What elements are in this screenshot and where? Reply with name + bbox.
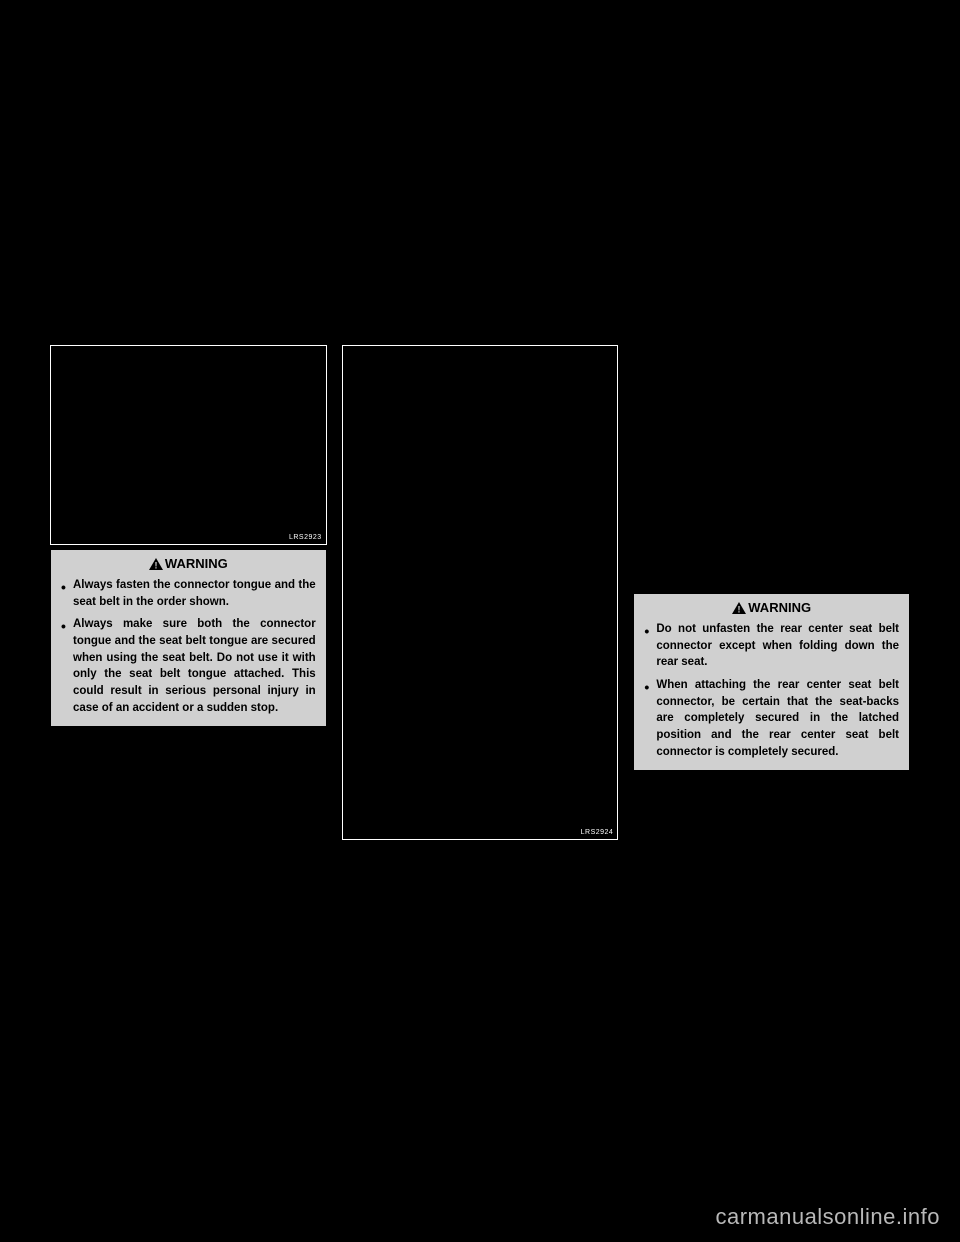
- warning-list-1: Always fasten the connector tongue and t…: [61, 577, 316, 716]
- column-3: ! WARNING Do not unfasten the rear cente…: [633, 345, 910, 844]
- warning-box-1: ! WARNING Always fasten the connector to…: [50, 549, 327, 727]
- warning-item: Always fasten the connector tongue and t…: [61, 577, 316, 610]
- figure-2: LRS2924: [342, 345, 619, 840]
- figure-2-id: LRS2924: [343, 827, 618, 838]
- warning-list-2: Do not unfasten the rear center seat bel…: [644, 621, 899, 760]
- warning-item: Do not unfasten the rear center seat bel…: [644, 621, 899, 671]
- warning-triangle-icon: !: [732, 602, 746, 614]
- column-3-content: ! WARNING Do not unfasten the rear cente…: [633, 345, 910, 771]
- figure-1-id: LRS2923: [51, 532, 326, 543]
- warning-triangle-icon: !: [149, 558, 163, 570]
- warning-header-2: ! WARNING: [644, 600, 899, 615]
- warning-header-1: ! WARNING: [61, 556, 316, 571]
- page-content: LRS2923 ! WARNING Always fasten the conn…: [0, 345, 960, 844]
- warning-label: WARNING: [165, 556, 228, 571]
- svg-text:!: !: [738, 604, 741, 614]
- figure-1: LRS2923: [50, 345, 327, 545]
- warning-box-2: ! WARNING Do not unfasten the rear cente…: [633, 593, 910, 771]
- column-1: LRS2923 ! WARNING Always fasten the conn…: [50, 345, 327, 844]
- column-2: LRS2924: [342, 345, 619, 844]
- warning-label: WARNING: [748, 600, 811, 615]
- warning-item: When attaching the rear center seat belt…: [644, 677, 899, 760]
- warning-item: Always make sure both the connector tong…: [61, 616, 316, 716]
- watermark: carmanualsonline.info: [715, 1204, 940, 1230]
- svg-text:!: !: [154, 560, 157, 570]
